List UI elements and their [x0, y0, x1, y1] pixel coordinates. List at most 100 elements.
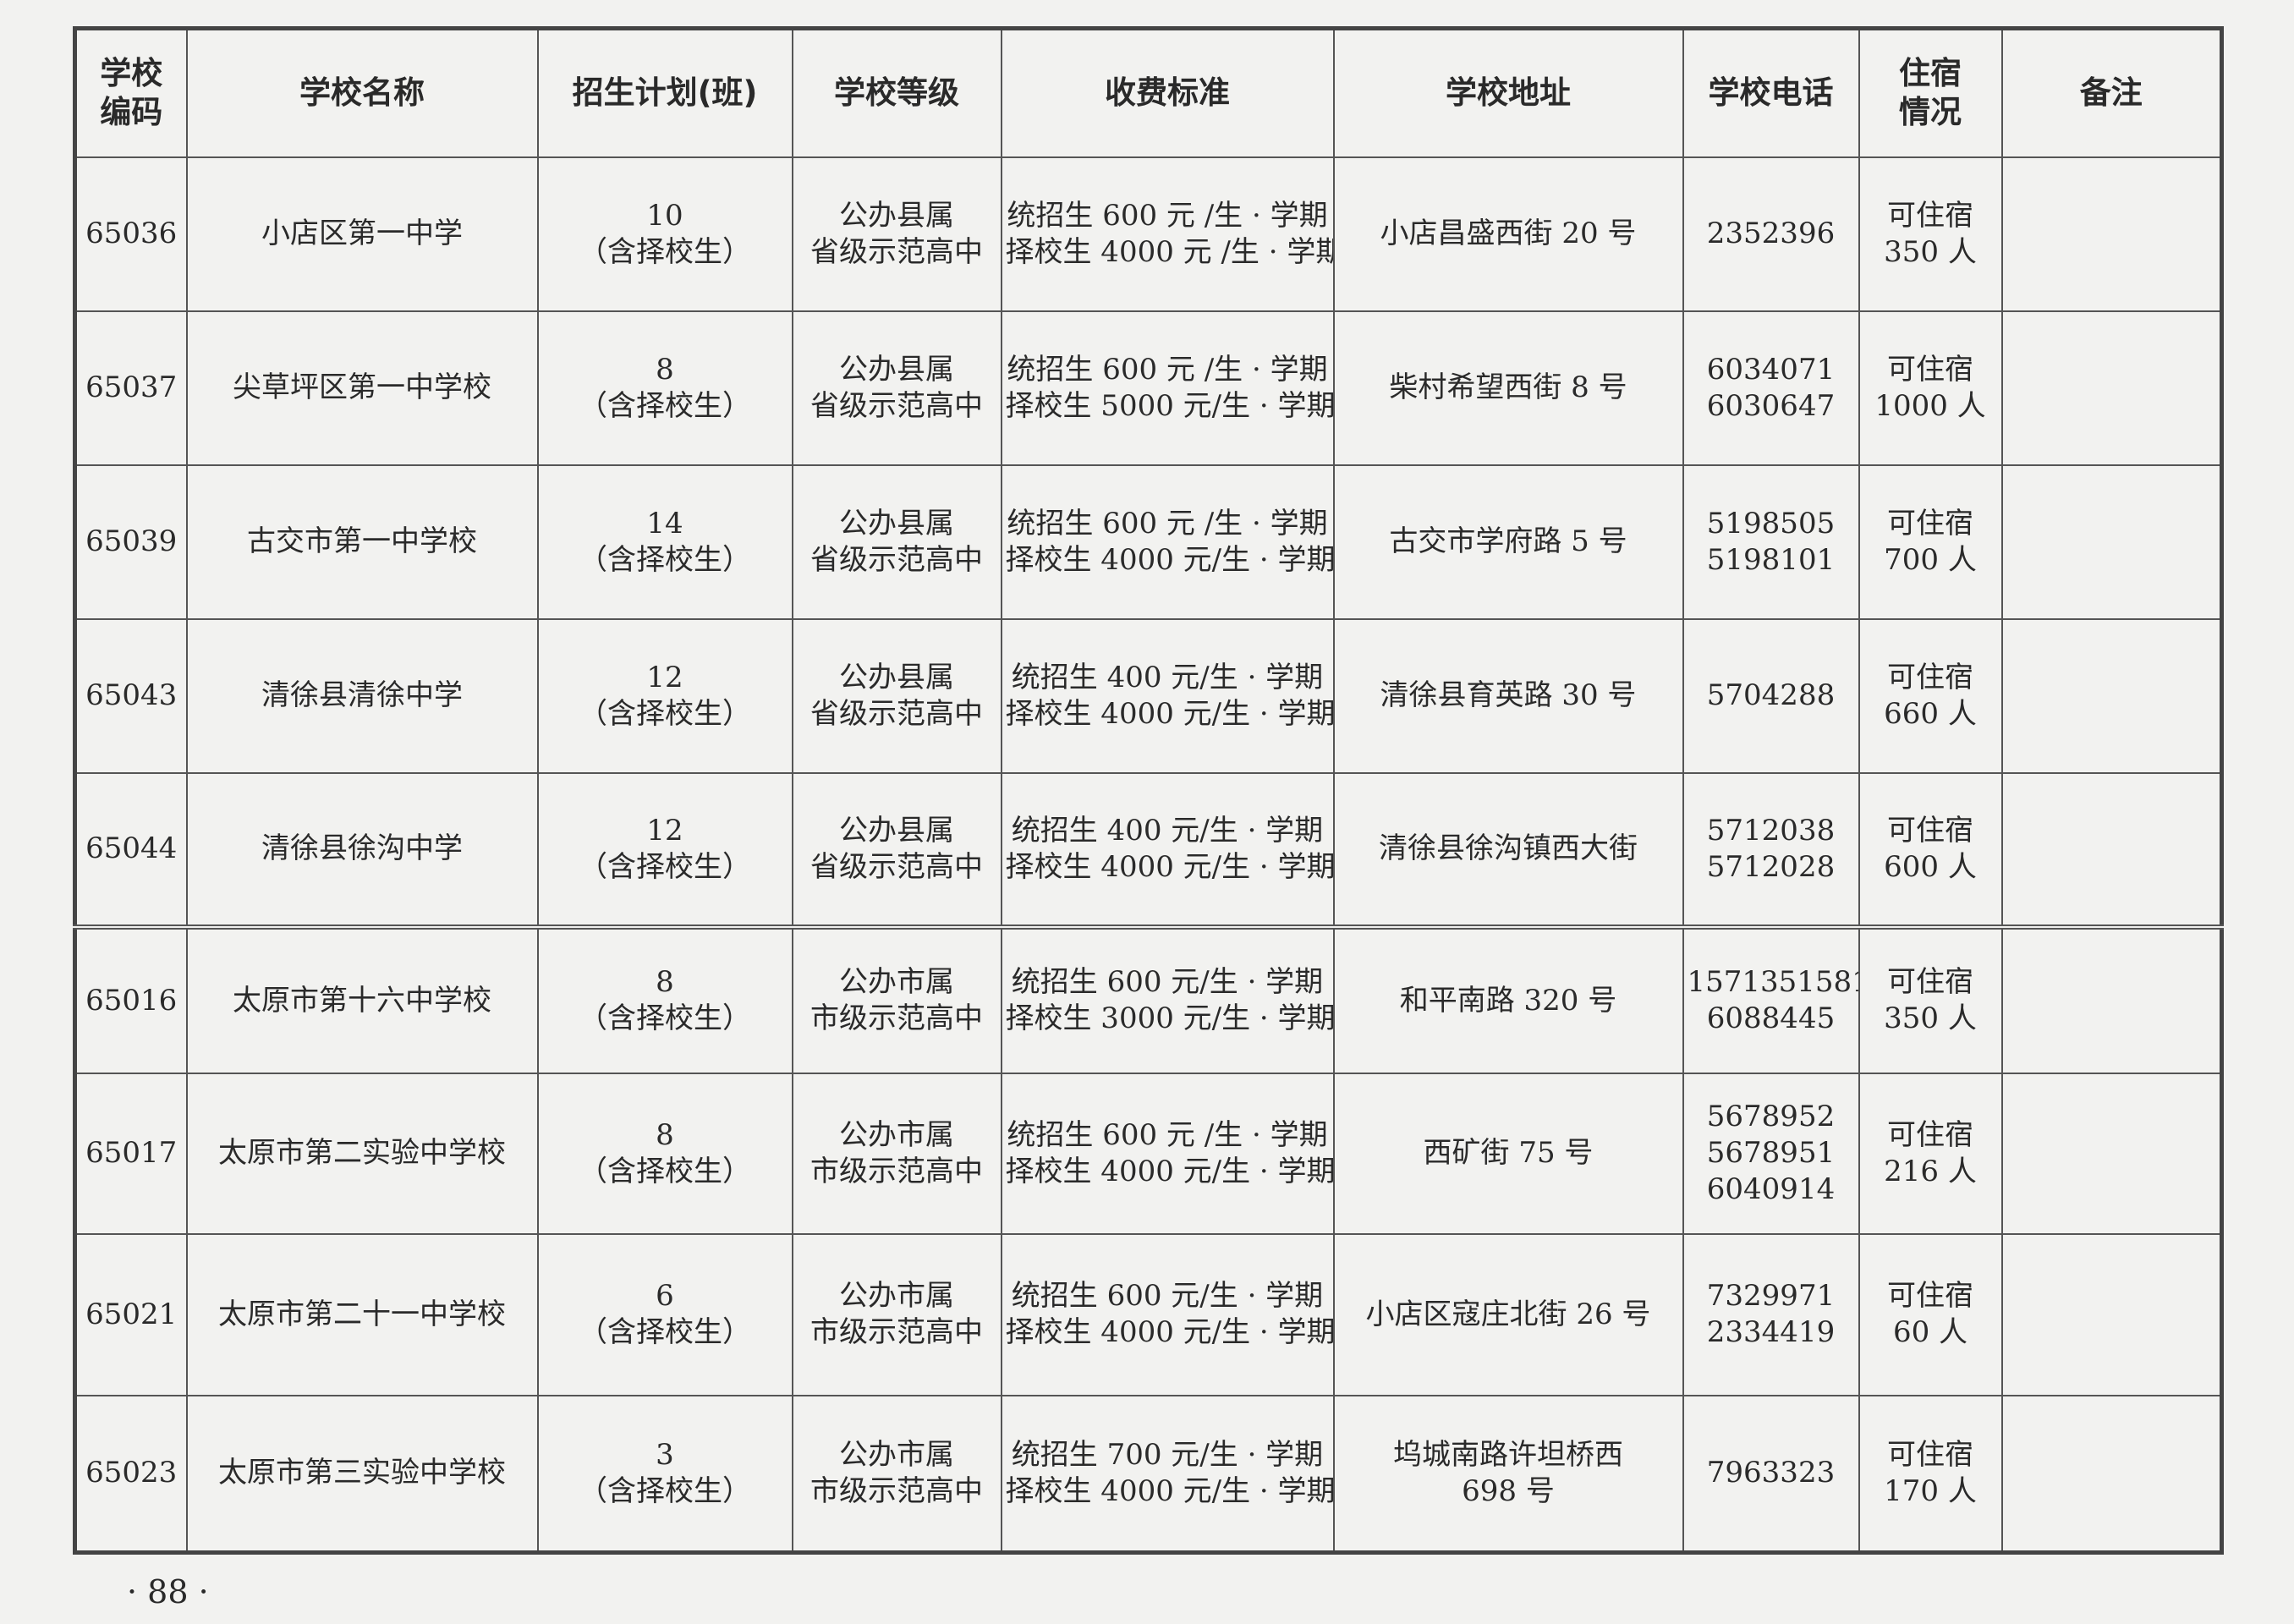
- phone-line: 7329971: [1706, 1279, 1836, 1313]
- table-row: 65036 小店区第一中学 10 （含择校生） 公办县属 省级示范高中 统招生 600 元 …: [74, 156, 2223, 312]
- phone-line: 6088445: [1706, 1001, 1836, 1035]
- cell-code: 65036: [74, 156, 188, 312]
- plan-line: 12: [646, 660, 683, 694]
- cell-address: 清徐县徐沟镇西大街: [1332, 771, 1684, 928]
- cell-level: 公办县属 省级示范高中: [791, 156, 1002, 312]
- cell-fee: 统招生 600 元 /生 · 学期 择校生 4000 元/生 · 学期: [1000, 464, 1335, 620]
- phone-line: 7963323: [1706, 1456, 1836, 1490]
- level-line: 市级示范高中: [810, 1001, 983, 1035]
- cell-phone: 157135158106088445: [1682, 924, 1860, 1074]
- header-text: 招生计划(班): [572, 74, 758, 112]
- cell-code: 65017: [74, 1072, 188, 1235]
- cell-address: 小店区寇庄北街 26 号: [1332, 1232, 1684, 1396]
- phone-line: 5198505: [1706, 506, 1836, 540]
- address-line: 古交市学府路 5 号: [1389, 524, 1627, 558]
- cell-lodging: 可住宿 350 人: [1858, 924, 2003, 1074]
- level-line: 省级示范高中: [810, 696, 983, 731]
- lodging-line: 可住宿: [1887, 352, 1973, 387]
- plan-line: 12: [646, 813, 683, 848]
- address-line: 和平南路 320 号: [1399, 983, 1617, 1018]
- cell-lodging: 可住宿 600 人: [1858, 771, 2003, 928]
- cell-note: [2000, 617, 2223, 774]
- cell-address: 西矿街 75 号: [1332, 1072, 1684, 1235]
- phone-line: 5704288: [1706, 678, 1836, 712]
- level-line: 公办市属: [839, 965, 954, 999]
- cell-address: 柴村希望西街 8 号: [1332, 310, 1684, 466]
- lodging-line: 可住宿: [1887, 1117, 1973, 1152]
- cell-address: 古交市学府路 5 号: [1332, 464, 1684, 620]
- phone-line: 15713515810: [1687, 965, 1858, 999]
- level-line: 省级示范高中: [810, 388, 983, 423]
- fee-line: 统招生 600 元 /生 · 学期: [1007, 506, 1328, 540]
- cell-address: 清徐县育英路 30 号: [1332, 617, 1684, 774]
- cell-name: 古交市第一中学校: [185, 464, 539, 620]
- cell-code: 65043: [74, 617, 188, 774]
- cell-plan: 8 （含择校生）: [536, 924, 793, 1074]
- plan-line: 6: [656, 1279, 674, 1313]
- cell-address: 坞城南路许坦桥西 698 号: [1332, 1394, 1684, 1554]
- cell-level: 公办市属 市级示范高中: [791, 924, 1002, 1074]
- cell-lodging: 可住宿 660 人: [1858, 617, 2003, 774]
- cell-name: 清徐县徐沟中学: [185, 771, 539, 928]
- cell-code: 65044: [74, 771, 188, 928]
- address-line: 西矿街 75 号: [1423, 1136, 1594, 1170]
- cell-fee: 统招生 600 元/生 · 学期 择校生 3000 元/生 · 学期: [1000, 924, 1335, 1074]
- cell-note: [2000, 1232, 2223, 1396]
- cell-phone: 7329971 2334419: [1682, 1232, 1860, 1396]
- cell-plan: 8 （含择校生）: [536, 1072, 793, 1235]
- cell-code: 65037: [74, 310, 188, 466]
- level-line: 公办县属: [839, 813, 954, 848]
- header-row: 学校 编码 学校名称 招生计划(班) 学校等级 收费标准 学校地址 学校电话 住宿 情况 备注: [74, 27, 2223, 158]
- header-text: 学校等级: [834, 74, 959, 112]
- phone-line: 5678952: [1706, 1100, 1836, 1133]
- cell-note: [2000, 310, 2223, 466]
- lodging-line: 216 人: [1884, 1154, 1977, 1188]
- header-text: 情况: [1899, 94, 1962, 131]
- level-line: 市级示范高中: [810, 1154, 983, 1188]
- header-text: 编码: [100, 94, 163, 131]
- lodging-line: 可住宿: [1887, 1279, 1973, 1313]
- fee-line: 统招生 600 元 /生 · 学期: [1007, 352, 1328, 387]
- cell-plan: 3 （含择校生）: [536, 1394, 793, 1554]
- cell-plan: 6 （含择校生）: [536, 1232, 793, 1396]
- cell-fee: 统招生 600 元 /生 · 学期 择校生 4000 元/生 · 学期: [1000, 1072, 1335, 1235]
- cell-level: 公办县属 省级示范高中: [791, 310, 1002, 466]
- fee-line: 择校生 3000 元/生 · 学期: [1005, 1001, 1334, 1035]
- fee-line: 择校生 4000 元/生 · 学期: [1005, 1315, 1334, 1349]
- cell-phone: 2352396: [1682, 156, 1860, 312]
- cell-lodging: 可住宿 216 人: [1858, 1072, 2003, 1235]
- cell-fee: 统招生 600 元/生 · 学期 择校生 4000 元/生 · 学期: [1000, 1232, 1335, 1396]
- plan-line: 8: [656, 965, 674, 999]
- fee-line: 择校生 4000 元/生 · 学期: [1005, 1154, 1334, 1188]
- plan-line: 10: [646, 198, 683, 233]
- column-header-note: 备注: [2000, 27, 2223, 158]
- table-row: 65043 清徐县清徐中学 12 （含择校生） 公办县属 省级示范高中 统招生 400 元/…: [74, 617, 2223, 774]
- cell-name: 太原市第二十一中学校: [185, 1232, 539, 1396]
- plan-line: 8: [656, 1117, 674, 1152]
- cell-name: 太原市第二实验中学校: [185, 1072, 539, 1235]
- cell-note: [2000, 924, 2223, 1074]
- lodging-line: 350 人: [1884, 1001, 1977, 1035]
- lodging-line: 可住宿: [1887, 198, 1973, 233]
- plan-line: 3: [656, 1437, 674, 1472]
- fee-line: 择校生 5000 元/生 · 学期: [1005, 388, 1334, 423]
- cell-lodging: 可住宿 170 人: [1858, 1394, 2003, 1554]
- cell-phone: 6034071 6030647: [1682, 310, 1860, 466]
- level-line: 市级示范高中: [810, 1315, 983, 1349]
- plan-line: （含择校生）: [579, 849, 751, 884]
- cell-plan: 12 （含择校生）: [536, 617, 793, 774]
- cell-fee: 统招生 700 元/生 · 学期 择校生 4000 元/生 · 学期: [1000, 1394, 1335, 1554]
- school-table: 学校 编码 学校名称 招生计划(班) 学校等级 收费标准 学校地址 学校电话 住宿 情况 备注 65…: [73, 26, 2224, 1555]
- cell-level: 公办县属 省级示范高中: [791, 771, 1002, 928]
- table-row: 65044 清徐县徐沟中学 12 （含择校生） 公办县属 省级示范高中 统招生 400 元/…: [74, 771, 2223, 928]
- address-line: 小店区寇庄北街 26 号: [1365, 1297, 1651, 1331]
- plan-line: （含择校生）: [579, 696, 751, 731]
- lodging-line: 700 人: [1884, 542, 1977, 577]
- cell-lodging: 可住宿 350 人: [1858, 156, 2003, 312]
- plan-line: （含择校生）: [579, 1315, 751, 1349]
- level-line: 公办县属: [839, 352, 954, 387]
- fee-line: 统招生 600 元/生 · 学期: [1011, 1279, 1324, 1313]
- column-header-level: 学校等级: [791, 27, 1002, 158]
- lodging-line: 可住宿: [1887, 965, 1973, 999]
- plan-line: 8: [656, 352, 674, 387]
